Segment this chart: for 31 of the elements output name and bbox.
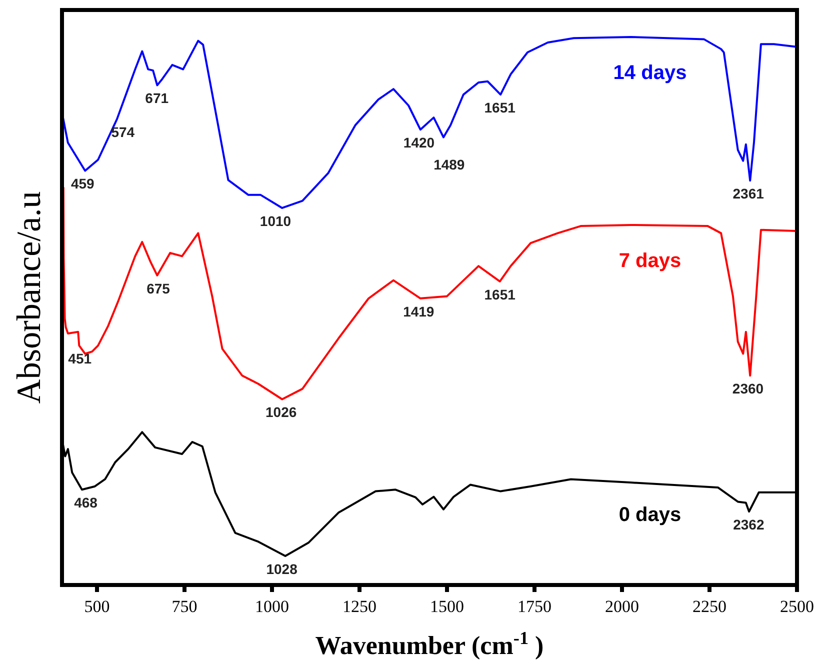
x-tick-label: 1750	[518, 597, 552, 616]
annotation: 451	[68, 350, 92, 367]
x-axis-title: Wavenumber (cm$^{-1}$)	[315, 628, 544, 660]
x-tick-label: 1500	[430, 597, 464, 616]
x-tick-label: 2000	[605, 597, 639, 616]
x-tick-label: 1000	[255, 597, 289, 616]
annotation: 468	[74, 494, 98, 511]
annotation: 1489	[434, 156, 465, 172]
annotation: 1651	[484, 100, 516, 116]
x-tick-label: 500	[84, 597, 110, 616]
annotation: 1026	[266, 404, 297, 420]
annotation: 2362	[733, 516, 764, 533]
series-label: 7 days	[618, 250, 682, 272]
x-tick-label: 2250	[692, 597, 726, 616]
x-tick-label: 1250	[342, 597, 376, 616]
series-label: 14 days	[613, 62, 687, 84]
annotation: 574	[111, 124, 135, 140]
x-tick-label: 750	[172, 597, 198, 616]
annotation: 1420	[403, 134, 435, 151]
annotation: 1651	[484, 286, 516, 302]
annotation: 1010	[260, 212, 292, 229]
annotation: 1419	[403, 303, 434, 320]
annotation: 459	[70, 176, 95, 192]
x-tick-label: 2500	[780, 597, 814, 616]
annotation: 2360	[732, 380, 764, 397]
annotation: 2361	[732, 186, 764, 202]
annotation: 1028	[266, 560, 298, 577]
series-label: 0 days	[618, 504, 682, 526]
annotation: 675	[146, 280, 170, 296]
y-axis-title: Absorbance/a.u	[11, 191, 48, 404]
annotation: 671	[145, 90, 169, 106]
